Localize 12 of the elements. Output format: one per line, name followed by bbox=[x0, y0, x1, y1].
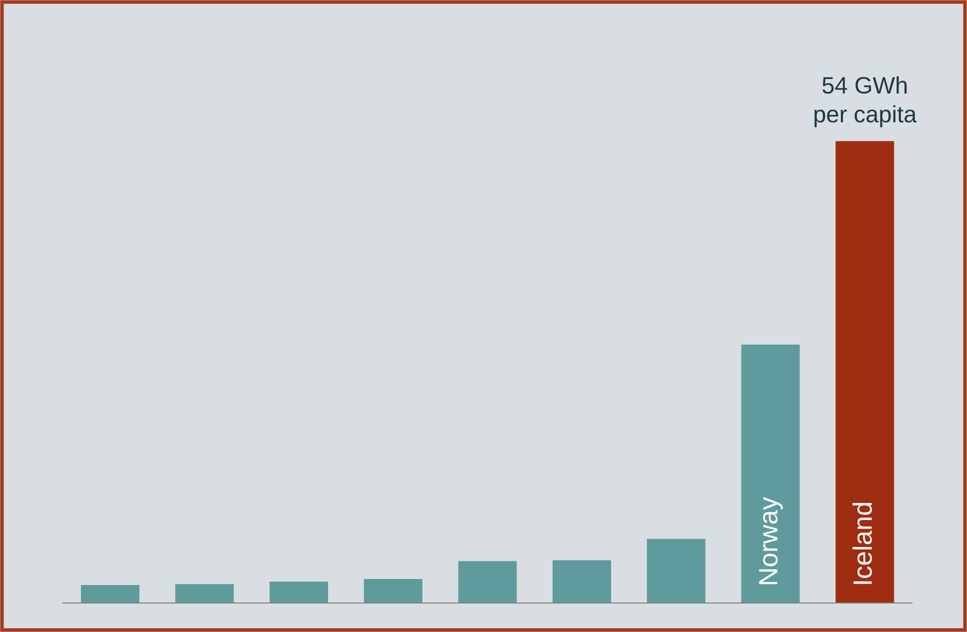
bar bbox=[741, 344, 800, 603]
bar bbox=[646, 538, 706, 603]
x-tick-label: Iceland bbox=[852, 502, 872, 584]
data-label: 54 GWh per capita bbox=[814, 76, 917, 128]
bar bbox=[836, 141, 894, 603]
bar bbox=[175, 584, 234, 603]
bar bbox=[552, 560, 612, 603]
bar bbox=[364, 579, 422, 603]
bar bbox=[458, 561, 517, 603]
bar bbox=[270, 582, 328, 603]
bar bbox=[80, 585, 140, 603]
x-tick-label: Norway bbox=[759, 496, 783, 584]
